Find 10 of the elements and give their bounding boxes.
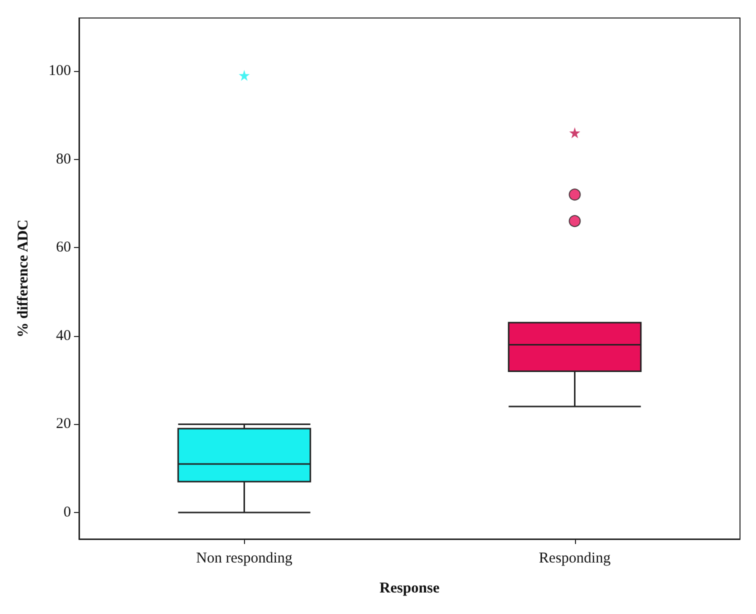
y-axis-title: % difference ADC [16, 219, 32, 338]
y-tick-label: 80 [56, 151, 71, 168]
y-tick-label: 0 [64, 504, 71, 521]
y-tick-label: 20 [56, 416, 71, 432]
y-tick-label: 40 [56, 328, 71, 344]
y-tick-label: 100 [48, 62, 71, 79]
x-tick-label: Responding [538, 550, 612, 566]
y-tick-label: 60 [56, 240, 71, 256]
x-tick-label: Non responding [196, 550, 293, 566]
x-axis-title: Response [379, 580, 440, 596]
